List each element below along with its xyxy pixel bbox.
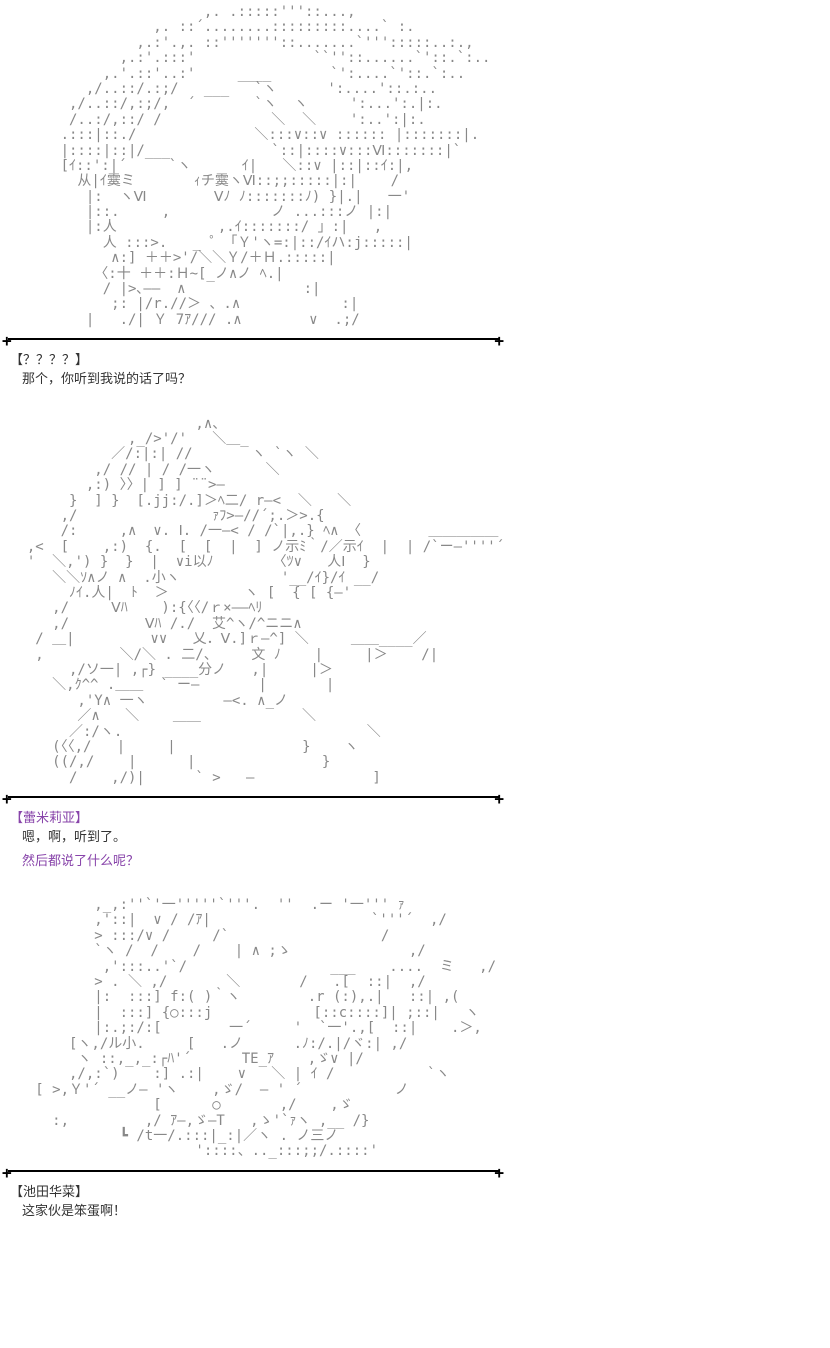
- divider-cross-right-icon: +: [494, 331, 504, 350]
- divider-cross-left-icon: +: [2, 1163, 12, 1182]
- divider-2: + +: [0, 793, 830, 801]
- panel-1: ,. .:::::'''::..., ,. ::´........:::::::…: [0, 0, 830, 392]
- speaker-name-2: 【蕾米莉亚】: [0, 803, 830, 826]
- dialogue-line-3-0: 这家伙是笨蛋啊！: [0, 1200, 830, 1224]
- dialogue-line-2-1: 然后都说了什么呢？: [0, 850, 830, 874]
- panel-2: ,∧、 ,_/>'/' ＼＿_ ／/:|:| // ヽ `ヽ ＼ ,/ // |…: [0, 412, 830, 873]
- divider-line: [8, 796, 500, 798]
- speaker-name-3: 【池田华菜】: [0, 1177, 830, 1200]
- divider-3: + +: [0, 1167, 830, 1175]
- divider-cross-right-icon: +: [494, 1163, 504, 1182]
- ascii-art-3: ,_,:''`'一'''''`'''. '' .ー '一''' ｧ ,'::| …: [0, 893, 830, 1165]
- ascii-art-1: ,. .:::::'''::..., ,. ::´........:::::::…: [0, 0, 830, 333]
- divider-1: + +: [0, 335, 830, 343]
- divider-cross-left-icon: +: [2, 789, 12, 808]
- speaker-name-1: 【？？？？】: [0, 345, 830, 368]
- divider-line: [8, 1170, 500, 1172]
- content-container: ,. .:::::'''::..., ,. ::´........:::::::…: [0, 0, 830, 1223]
- dialogue-line-1-0: 那个，你听到我说的话了吗？: [0, 368, 830, 392]
- divider-cross-right-icon: +: [494, 789, 504, 808]
- panel-3: ,_,:''`'一'''''`'''. '' .ー '一''' ｧ ,'::| …: [0, 893, 830, 1223]
- divider-cross-left-icon: +: [2, 331, 12, 350]
- divider-line: [8, 338, 500, 340]
- dialogue-line-2-0: 嗯，啊，听到了。: [0, 826, 830, 850]
- ascii-art-2: ,∧、 ,_/>'/' ＼＿_ ／/:|:| // ヽ `ヽ ＼ ,/ // |…: [0, 412, 830, 791]
